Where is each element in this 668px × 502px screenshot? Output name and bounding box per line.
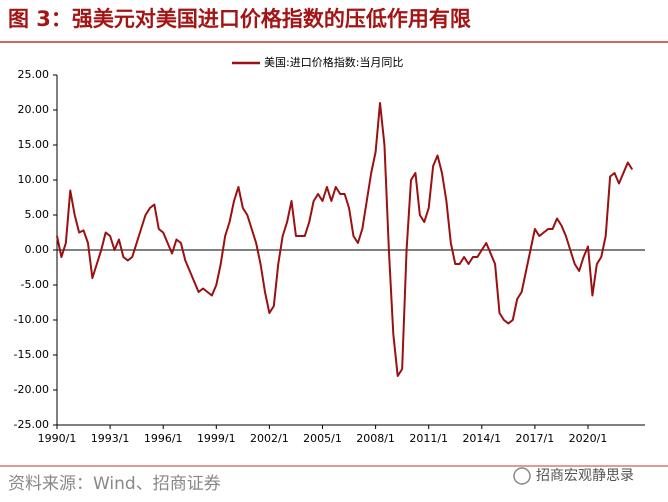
x-tick-label: 2011/1 — [409, 432, 448, 445]
x-tick-label: 1999/1 — [197, 432, 236, 445]
y-tick-label: -25.00 — [14, 418, 49, 431]
y-tick-label: -5.00 — [21, 278, 49, 291]
y-tick-label: 20.00 — [18, 103, 50, 116]
x-tick-label: 2014/1 — [462, 432, 501, 445]
y-tick-label: -20.00 — [14, 383, 49, 396]
y-tick-label: 15.00 — [18, 138, 50, 151]
x-tick-label: 2020/1 — [569, 432, 608, 445]
chart-title: 图 3：强美元对美国进口价格指数的压低作用有限 — [8, 7, 471, 31]
watermark-icon — [513, 467, 531, 485]
source: 资料来源：Wind、招商证券 — [8, 474, 221, 494]
legend-label: 美国:进口价格指数:当月同比 — [264, 55, 403, 69]
x-tick-label: 2017/1 — [516, 432, 555, 445]
watermark: 招商宏观静思录 — [536, 468, 634, 484]
y-tick-label: 0.00 — [25, 243, 50, 256]
y-tick-label: 10.00 — [18, 173, 50, 186]
y-tick-label: 25.00 — [18, 68, 50, 81]
y-tick-label: -10.00 — [14, 313, 49, 326]
y-tick-label: 5.00 — [25, 208, 50, 221]
x-tick-label: 1990/1 — [38, 432, 77, 445]
x-tick-label: 2002/1 — [250, 432, 289, 445]
x-tick-label: 1996/1 — [144, 432, 183, 445]
x-tick-label: 2005/1 — [303, 432, 342, 445]
x-tick-label: 2008/1 — [356, 432, 395, 445]
x-tick-label: 1993/1 — [91, 432, 130, 445]
data-line — [56, 102, 634, 377]
y-tick-label: -15.00 — [14, 348, 49, 361]
